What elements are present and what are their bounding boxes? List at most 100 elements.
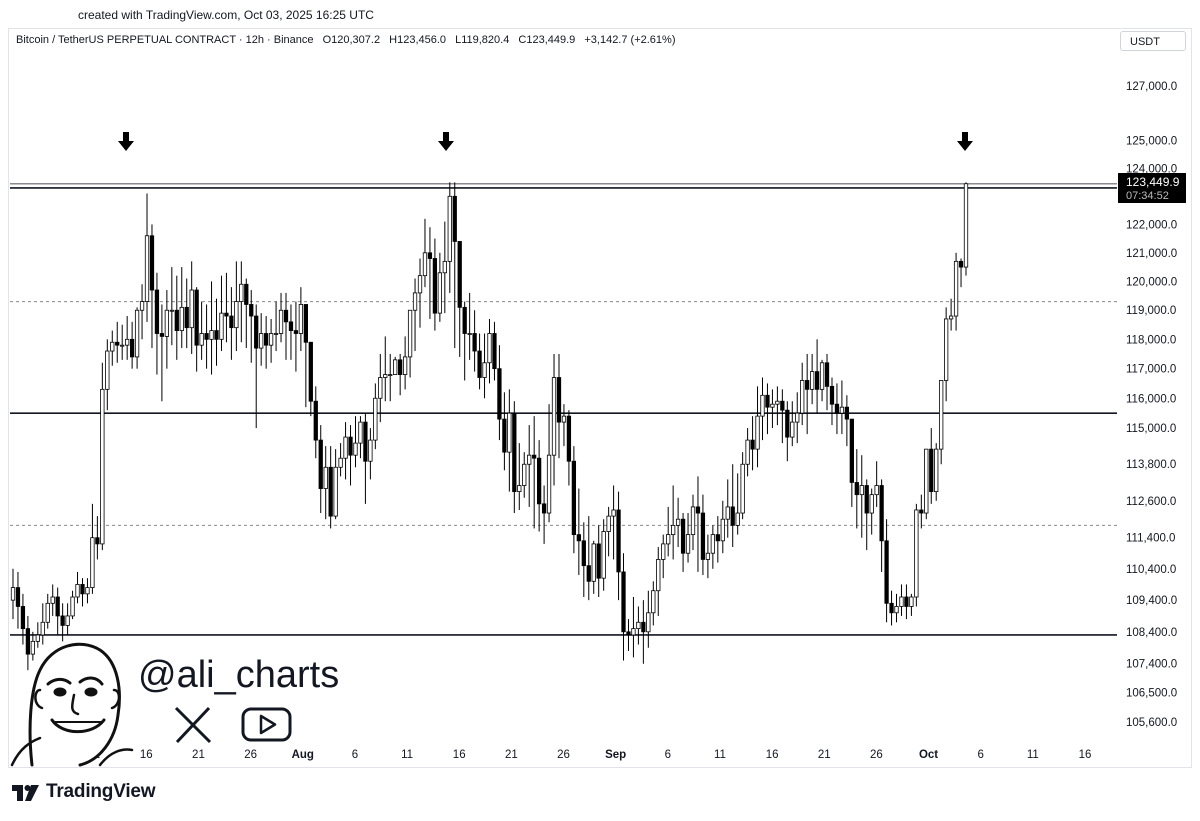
candle (586, 516, 591, 601)
x-tick-label: 11 (1027, 749, 1039, 761)
candle-body (666, 534, 671, 545)
candle-body (393, 359, 398, 375)
candle-body (288, 321, 294, 331)
candle (591, 540, 596, 594)
y-tick-label: 120,000.0 (1126, 276, 1177, 288)
x-axis[interactable]: 611162126Aug611162126Sep611162126Oct6111… (39, 749, 1092, 761)
candle (432, 238, 438, 331)
candle-body (388, 374, 393, 376)
arrow-down-icon (957, 132, 973, 151)
candle (467, 292, 472, 360)
candle-body (184, 306, 189, 329)
candle-body (581, 540, 586, 567)
candle (487, 318, 492, 384)
candle (929, 428, 934, 504)
candle (417, 258, 423, 328)
candle (785, 401, 790, 462)
candle (85, 578, 90, 604)
candle-body (929, 448, 934, 493)
x-tick-label: 26 (557, 749, 570, 761)
candle-body (546, 454, 552, 514)
price-badge-value: 123,449.9 (1126, 175, 1180, 189)
candle (412, 278, 418, 352)
candle (10, 568, 16, 620)
y-tick-label: 111,400.0 (1126, 533, 1175, 545)
youtube-icon[interactable] (241, 707, 292, 742)
candle-body (55, 596, 60, 617)
candle (859, 455, 864, 538)
candle (293, 301, 299, 372)
candle (864, 479, 869, 551)
candle (179, 267, 184, 349)
candle (522, 452, 527, 498)
currency-button[interactable]: USDT (1120, 31, 1186, 51)
candle (745, 428, 750, 477)
candle-body (134, 309, 140, 358)
candle-body (328, 466, 333, 517)
arrow-down-icon (438, 132, 454, 151)
candle-body (561, 415, 567, 423)
tradingview-logo[interactable]: TradingView (12, 781, 156, 803)
candle-body (308, 341, 313, 402)
candle-body (914, 509, 919, 598)
candle (348, 425, 353, 486)
price-badge-countdown: 07:34:52 (1126, 190, 1169, 202)
candle-body (795, 412, 800, 423)
candle (398, 353, 403, 396)
symbol-title[interactable]: Bitcoin / TetherUS PERPETUAL CONTRACT · … (16, 34, 314, 46)
candle (120, 324, 125, 360)
candle-body (829, 385, 835, 405)
candle-body (864, 485, 869, 514)
candle-body (407, 309, 413, 358)
candle-body (487, 333, 492, 364)
candle (884, 519, 889, 623)
candle-body (750, 439, 755, 450)
candle (834, 383, 840, 435)
candle (700, 494, 706, 576)
candle-body (214, 330, 219, 340)
candle-body (442, 260, 447, 274)
candle (666, 506, 671, 557)
candle-body (15, 587, 21, 607)
candle (671, 485, 676, 560)
candle-body (40, 621, 45, 636)
candle-body (824, 362, 830, 387)
candle (800, 362, 805, 426)
candle-body (556, 377, 562, 423)
candle-body (402, 356, 408, 375)
candle-body (80, 584, 85, 595)
candle-body (338, 457, 343, 468)
candle (814, 339, 820, 414)
x-logo-icon[interactable] (174, 706, 212, 744)
y-tick-label: 121,000.0 (1126, 248, 1177, 260)
y-axis[interactable]: 127,000.0 125,000.0 124,000.0 122,000.0 121,… (1126, 81, 1177, 729)
candle (621, 553, 626, 661)
x-tick-label: 6 (665, 749, 671, 761)
candle (259, 313, 264, 366)
x-tick-label: 6 (977, 749, 983, 761)
candle-body (264, 333, 269, 346)
y-tick-label: 122,000.0 (1126, 219, 1177, 231)
x-tick-label: 21 (192, 749, 205, 761)
candle-body (591, 543, 596, 582)
candle (675, 497, 681, 548)
candle (740, 452, 745, 520)
candle (224, 272, 229, 343)
candle (725, 479, 730, 538)
candle (497, 345, 502, 441)
candle-body (522, 463, 527, 486)
candle (65, 603, 70, 635)
candle-body (268, 333, 274, 346)
candle-body (348, 436, 353, 456)
candle-body (502, 418, 507, 453)
candle (60, 603, 65, 642)
candle (844, 395, 850, 447)
candle (422, 218, 428, 288)
candle (581, 522, 586, 598)
ohlc-open: O120,307.2 (322, 34, 381, 46)
candle-body (919, 509, 924, 514)
candle (551, 353, 557, 486)
candle (234, 261, 239, 352)
candle (924, 448, 929, 520)
